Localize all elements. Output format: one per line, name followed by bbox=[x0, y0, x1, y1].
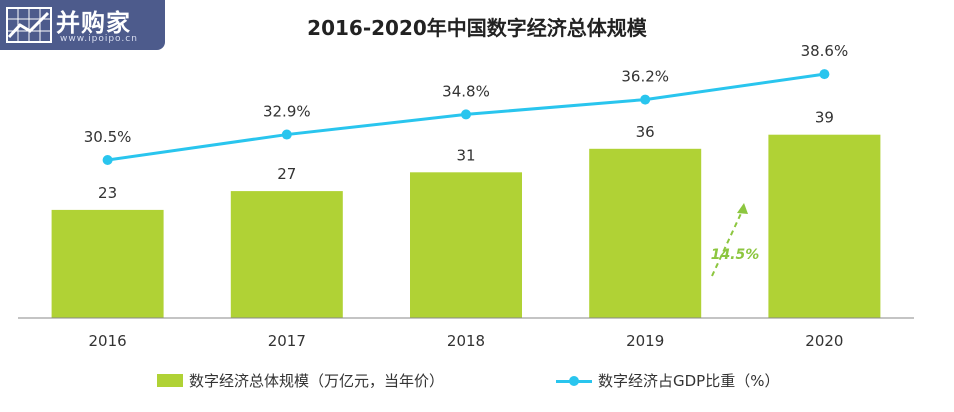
x-tick-label: 2016 bbox=[89, 332, 127, 350]
bar bbox=[589, 148, 702, 318]
line-value-label: 38.6% bbox=[801, 42, 849, 60]
line-value-label: 34.8% bbox=[442, 82, 490, 100]
line-value-label: 32.9% bbox=[263, 103, 311, 121]
legend-line-swatch bbox=[556, 374, 592, 388]
x-tick-label: 2020 bbox=[805, 332, 843, 350]
logo: 并购家 www.ipoipo.cn bbox=[0, 0, 165, 50]
growth-annotation: 14.5% bbox=[711, 247, 760, 263]
bar-value-label: 36 bbox=[636, 123, 655, 141]
legend-item-bar: 数字经济总体规模（万亿元，当年价） bbox=[157, 370, 444, 391]
legend-bar-swatch bbox=[157, 374, 183, 387]
chart-title: 2016-2020年中国数字经济总体规模 bbox=[307, 16, 647, 40]
logo-text: 并购家 bbox=[56, 9, 131, 37]
x-tick-label: 2018 bbox=[447, 332, 485, 350]
x-tick-label: 2017 bbox=[268, 332, 306, 350]
bar bbox=[768, 134, 881, 318]
line-point bbox=[281, 129, 292, 140]
line-value-label: 36.2% bbox=[621, 68, 669, 86]
bar bbox=[410, 172, 522, 318]
bar-value-label: 31 bbox=[456, 146, 475, 164]
bar bbox=[230, 191, 343, 318]
legend-item-line: 数字经济占GDP比重（%） bbox=[556, 370, 779, 391]
bar-value-label: 39 bbox=[815, 109, 834, 127]
line-point bbox=[461, 109, 471, 120]
line-point bbox=[640, 94, 651, 105]
line-value-label: 30.5% bbox=[84, 128, 132, 146]
legend-line-label: 数字经济占GDP比重（%） bbox=[598, 372, 780, 390]
bar-value-label: 27 bbox=[277, 165, 296, 183]
line-point bbox=[819, 69, 830, 80]
arrow-head-icon bbox=[737, 203, 748, 214]
bar-value-label: 23 bbox=[98, 184, 117, 202]
line-point bbox=[102, 155, 113, 165]
legend-bar-label: 数字经济总体规模（万亿元，当年价） bbox=[189, 372, 445, 390]
logo-grid-icon bbox=[6, 7, 52, 43]
x-tick-label: 2019 bbox=[626, 332, 664, 350]
growth-arrow bbox=[711, 206, 745, 277]
logo-url: www.ipoipo.cn bbox=[60, 34, 138, 44]
bar bbox=[51, 209, 164, 318]
